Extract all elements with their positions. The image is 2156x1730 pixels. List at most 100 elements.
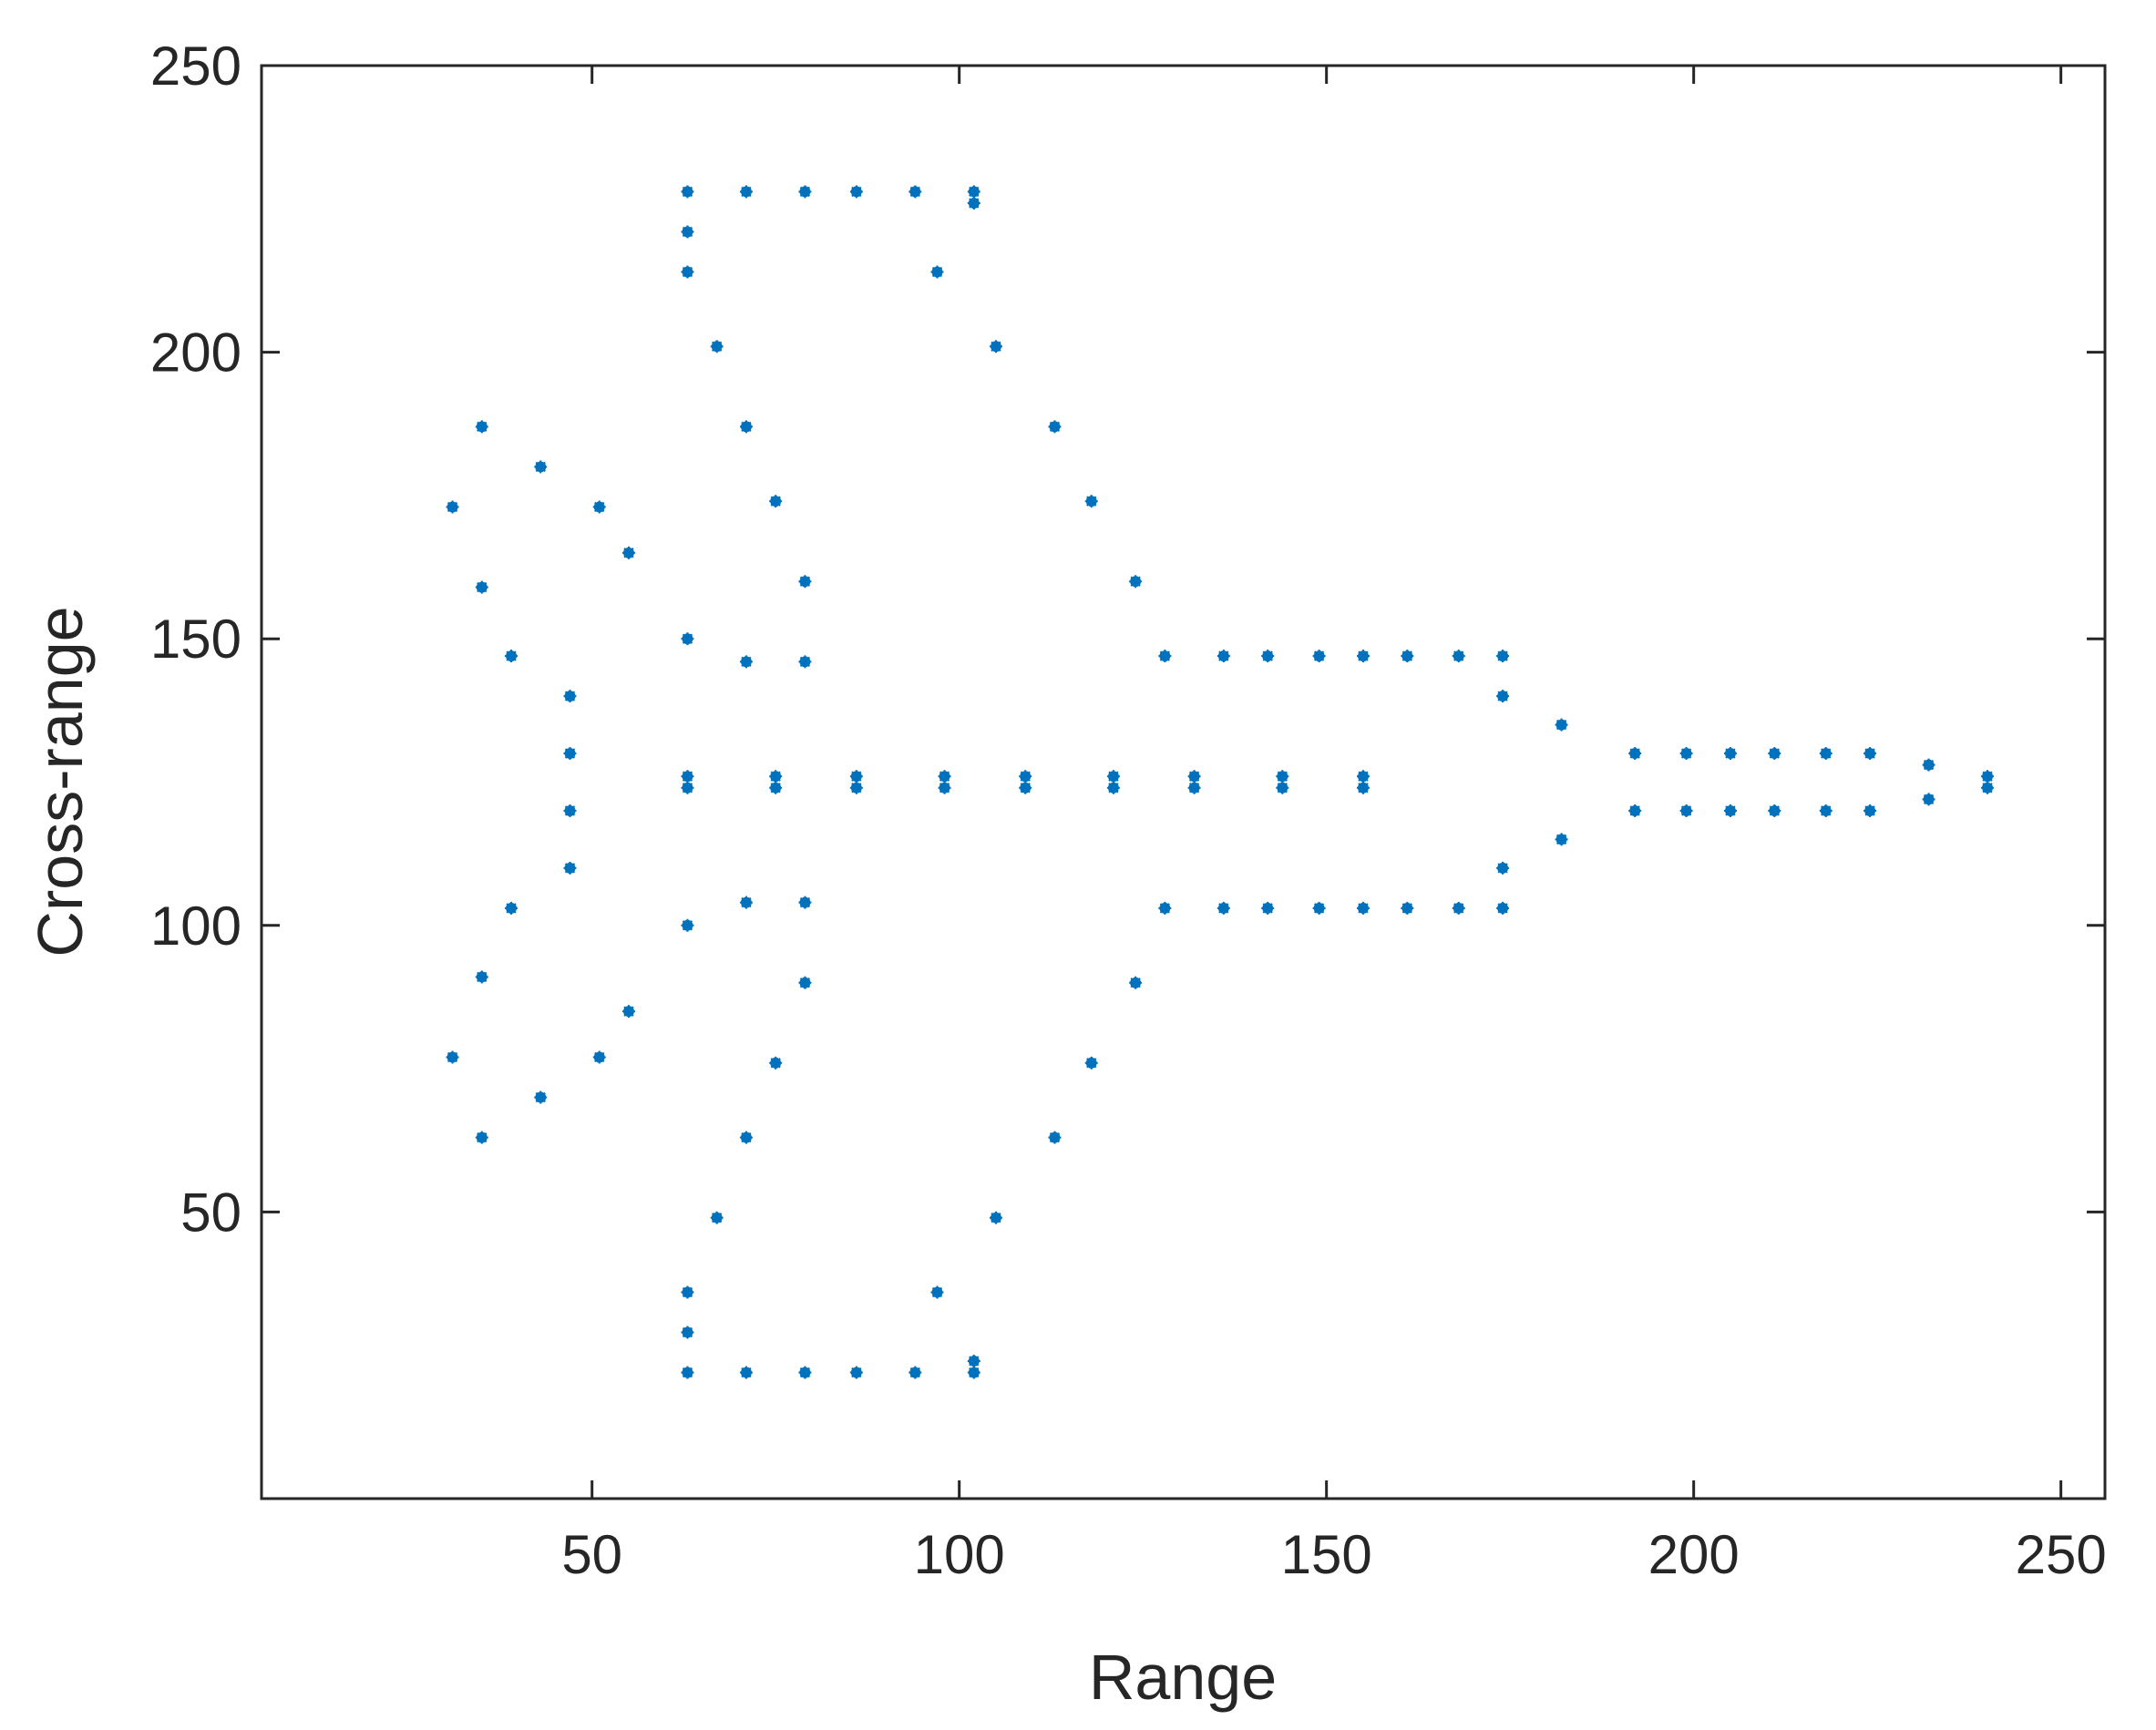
x-axis-label: Range	[1089, 1642, 1277, 1713]
data-point	[739, 896, 753, 909]
data-point	[710, 340, 724, 353]
data-point	[592, 1050, 606, 1064]
x-tick-label: 250	[2016, 1524, 2107, 1585]
data-point	[769, 781, 783, 794]
data-point	[769, 1056, 783, 1070]
data-point	[1217, 901, 1230, 915]
data-point	[1496, 650, 1510, 663]
data-point	[1401, 650, 1414, 663]
axis-ticks: 50 100 150 200 250 50 100 150 200 250	[150, 36, 2107, 1585]
data-point	[475, 970, 488, 984]
data-point	[1187, 781, 1201, 794]
data-point	[1819, 747, 1833, 761]
y-tick-label: 200	[150, 322, 241, 384]
data-point	[769, 495, 783, 508]
data-point	[739, 420, 753, 434]
data-point	[989, 1211, 1002, 1224]
data-point	[1452, 650, 1465, 663]
data-point	[1019, 781, 1032, 794]
data-point	[930, 1285, 944, 1299]
data-point	[1048, 420, 1062, 434]
data-point	[563, 804, 577, 817]
data-point	[967, 1354, 980, 1367]
data-point	[1819, 804, 1833, 817]
data-point	[681, 781, 694, 794]
data-point	[1356, 770, 1370, 783]
data-point	[849, 770, 863, 783]
data-point	[1679, 804, 1693, 817]
data-point	[475, 1131, 488, 1144]
data-point	[1019, 770, 1032, 783]
data-point	[592, 500, 606, 514]
data-point	[1863, 804, 1877, 817]
data-point	[681, 1366, 694, 1379]
plot-background	[262, 66, 2105, 1499]
data-point	[1555, 833, 1568, 846]
data-point	[849, 781, 863, 794]
data-point	[1981, 781, 1995, 794]
data-point	[681, 1285, 694, 1299]
data-point	[563, 861, 577, 875]
data-point	[1356, 901, 1370, 915]
data-point	[1261, 650, 1275, 663]
data-point	[1922, 793, 1935, 806]
data-point	[446, 500, 459, 514]
y-tick-label: 100	[150, 896, 241, 957]
data-point	[1276, 781, 1289, 794]
data-point	[1217, 650, 1230, 663]
y-axis-label: Cross-range	[25, 606, 96, 957]
data-point	[1356, 781, 1370, 794]
data-point	[1496, 690, 1510, 703]
data-point	[621, 546, 635, 559]
data-point	[1158, 901, 1172, 915]
data-point	[967, 185, 980, 199]
y-tick-label: 150	[150, 609, 241, 670]
data-point	[1452, 901, 1465, 915]
data-point	[505, 650, 518, 663]
data-point	[1129, 976, 1143, 989]
data-point	[739, 655, 753, 669]
plot-frame	[260, 64, 2107, 1500]
data-point	[798, 976, 812, 989]
data-point	[1496, 861, 1510, 875]
data-point	[1048, 1131, 1062, 1144]
data-point	[967, 1366, 980, 1379]
x-tick-label: 100	[914, 1524, 1005, 1585]
data-point	[681, 1326, 694, 1339]
data-point	[563, 690, 577, 703]
data-point	[681, 265, 694, 279]
data-point	[849, 1366, 863, 1379]
data-point	[1981, 770, 1995, 783]
data-point	[798, 1366, 812, 1379]
data-point	[798, 655, 812, 669]
data-point	[475, 580, 488, 594]
y-tick-label: 50	[180, 1182, 241, 1243]
data-point	[798, 575, 812, 589]
data-point	[1723, 804, 1737, 817]
data-point	[1084, 1056, 1098, 1070]
data-point	[938, 770, 951, 783]
x-tick-label: 200	[1648, 1524, 1740, 1585]
data-point	[681, 185, 694, 199]
data-point	[681, 225, 694, 239]
data-point	[681, 918, 694, 932]
data-point	[1106, 781, 1120, 794]
data-point	[798, 896, 812, 909]
data-point	[909, 185, 922, 199]
data-point	[1679, 747, 1693, 761]
data-point	[849, 185, 863, 199]
data-point	[446, 1050, 459, 1064]
data-point	[563, 747, 577, 761]
data-point	[769, 770, 783, 783]
data-point	[1312, 901, 1326, 915]
data-point	[534, 460, 548, 474]
data-point	[739, 1366, 753, 1379]
data-point	[1628, 804, 1642, 817]
data-point	[1768, 804, 1781, 817]
data-point	[909, 1366, 922, 1379]
data-point	[1496, 901, 1510, 915]
data-point	[1628, 747, 1642, 761]
data-point	[1276, 770, 1289, 783]
data-point	[967, 197, 980, 210]
